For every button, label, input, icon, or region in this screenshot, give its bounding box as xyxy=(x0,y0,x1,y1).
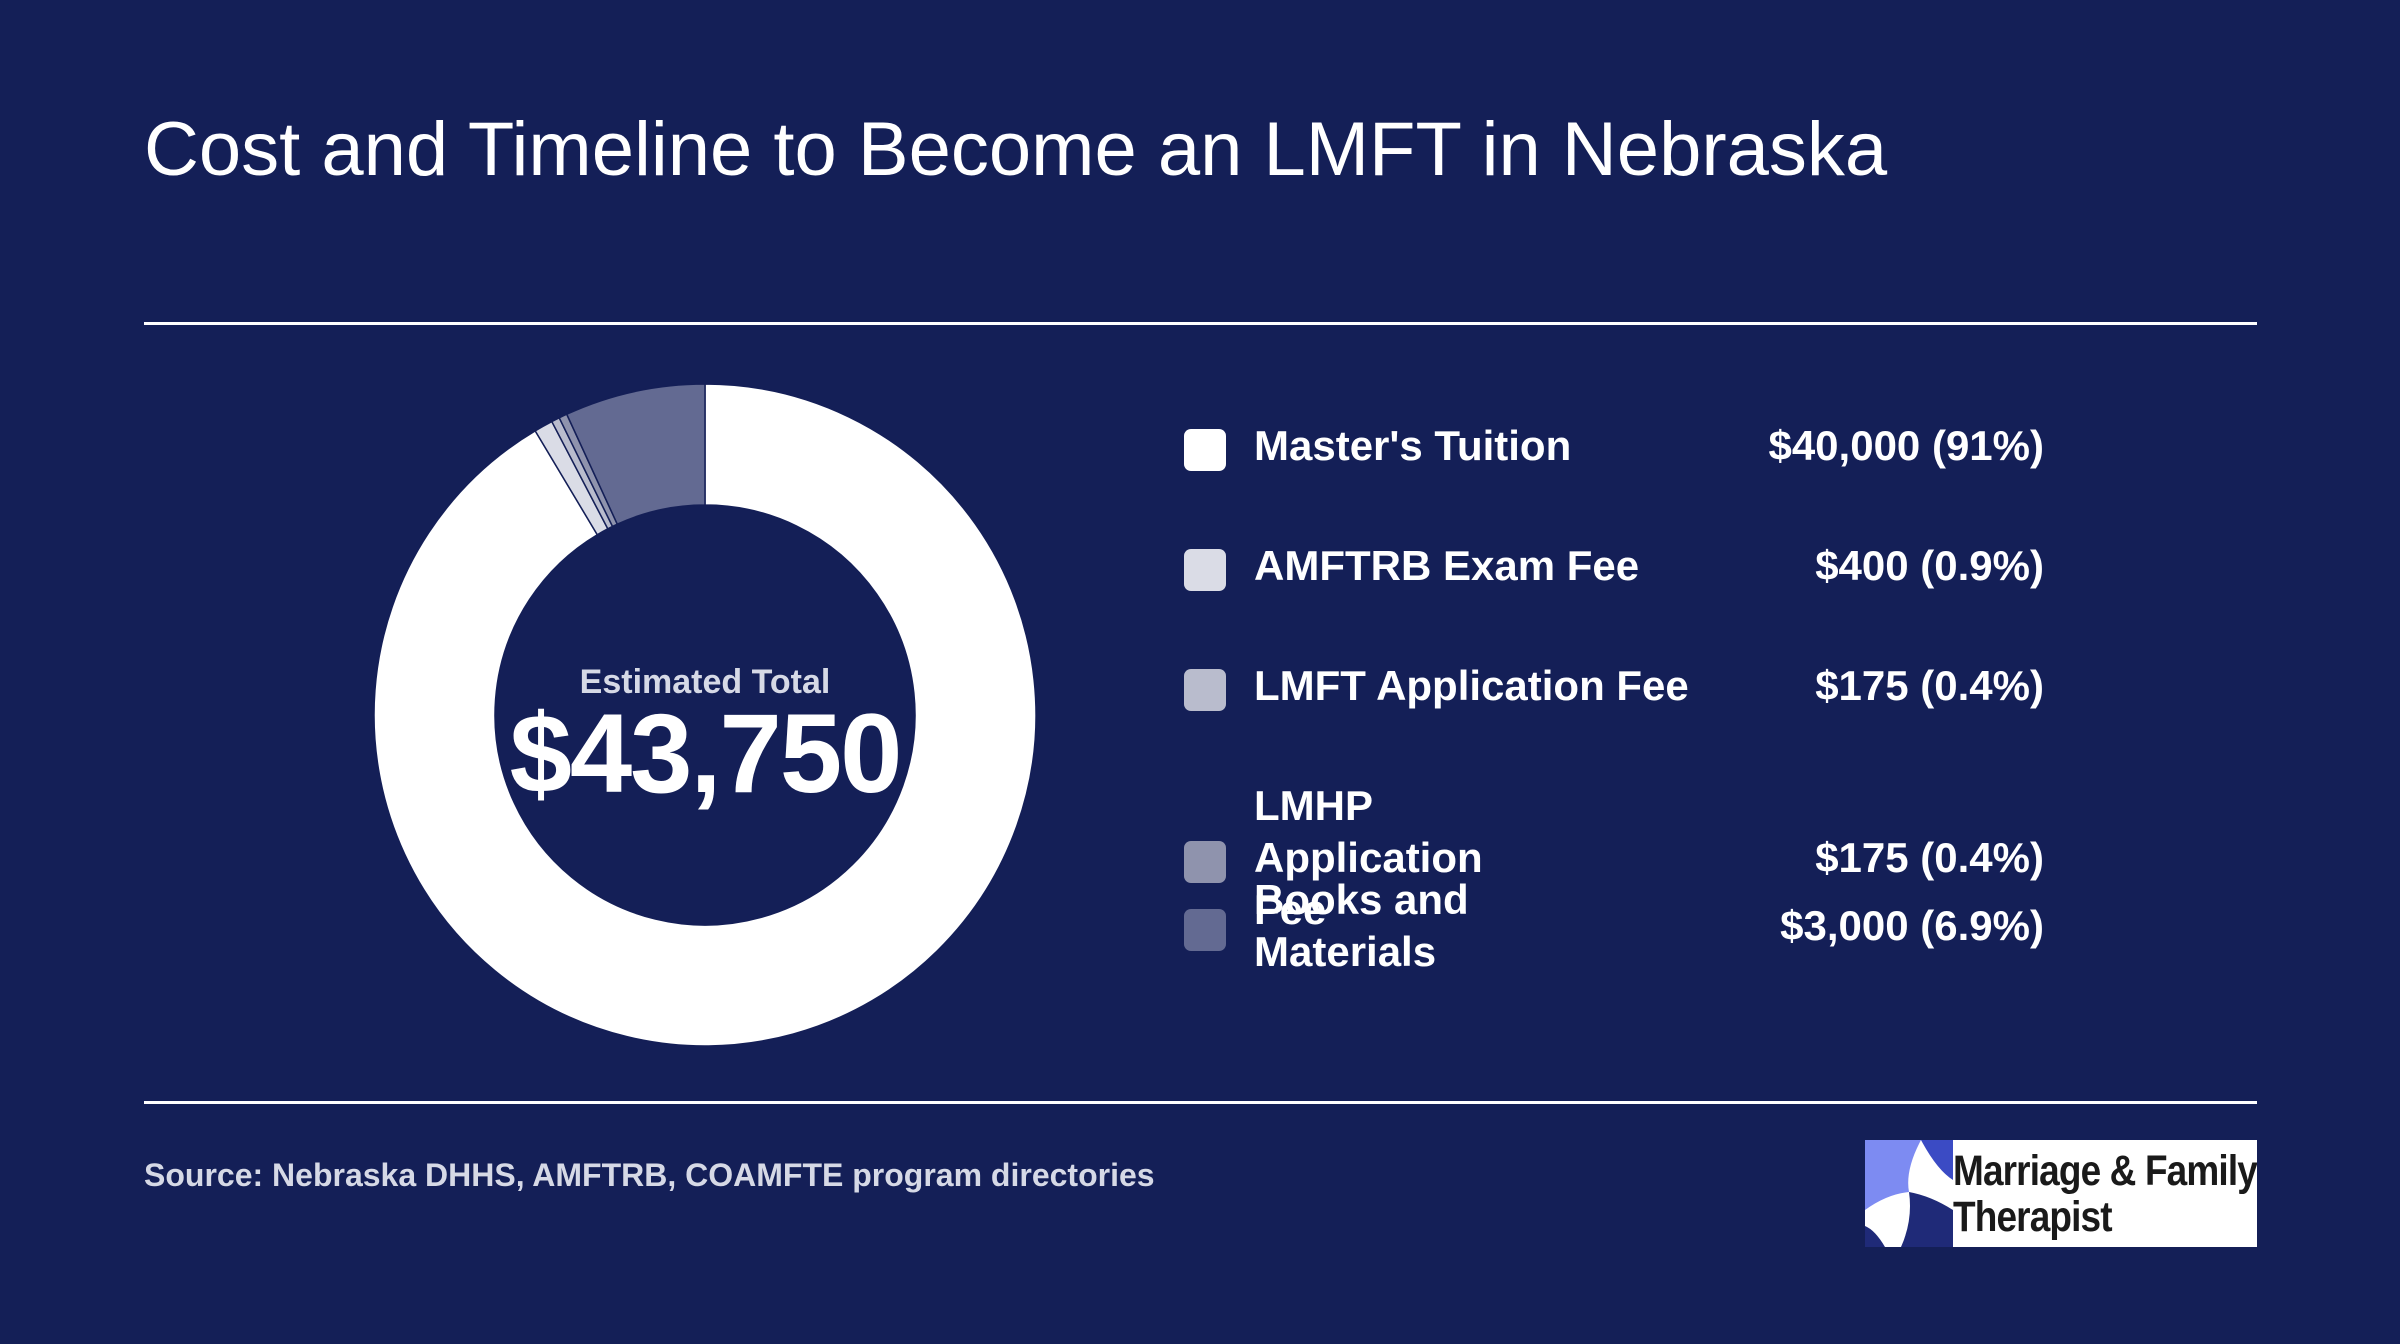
donut-center-value: $43,750 xyxy=(509,691,903,816)
legend-swatch-master-s-tuition xyxy=(1184,429,1226,471)
legend-swatch-lmft-application-fee xyxy=(1184,669,1226,711)
brand-logo: Marriage & Family Therapist xyxy=(1865,1140,2257,1247)
legend-item-master-s-tuition: Master's Tuition $40,000 (91%) xyxy=(1184,420,2044,520)
legend-label-books-and-materials: Books and Materials xyxy=(1254,876,1469,975)
legend-value-amftrb-exam-fee: $400 (0.9%) xyxy=(1815,542,2044,589)
source-note: Source: Nebraska DHHS, AMFTRB, COAMFTE p… xyxy=(144,1157,1155,1193)
legend-value-lmhp-application-fee: $175 (0.4%) xyxy=(1815,834,2044,881)
chart-title: Cost and Timeline to Become an LMFT in N… xyxy=(144,107,1888,192)
bottom-divider xyxy=(144,1101,2257,1104)
legend-label-lmft-application-fee: LMFT Application Fee xyxy=(1254,662,1689,709)
marriage-family-therapist-logo-icon xyxy=(1865,1140,1953,1247)
donut-slice-master-s-tuition xyxy=(373,383,1037,1047)
legend-swatch-amftrb-exam-fee xyxy=(1184,549,1226,591)
donut-slice-books-and-materials xyxy=(565,383,706,526)
legend-item-books-and-materials: Books and Materials $3,000 (6.9%) xyxy=(1184,876,2044,1000)
logo-text-line-1: Marriage & Family xyxy=(1953,1147,2257,1195)
legend-value-books-and-materials: $3,000 (6.9%) xyxy=(1780,902,2044,949)
legend-item-amftrb-exam-fee: AMFTRB Exam Fee $400 (0.9%) xyxy=(1184,540,2044,640)
legend-swatch-books-and-materials xyxy=(1184,909,1226,951)
legend-item-lmft-application-fee: LMFT Application Fee $175 (0.4%) xyxy=(1184,660,2044,760)
donut-center-label: Estimated Total xyxy=(579,663,831,701)
logo-text: Marriage & Family Therapist xyxy=(1953,1148,2257,1240)
donut-chart: Estimated Total $43,750 xyxy=(370,380,1040,1050)
legend-value-lmft-application-fee: $175 (0.4%) xyxy=(1815,662,2044,709)
legend-swatch-lmhp-application-fee xyxy=(1184,841,1226,883)
legend-item-lmhp-application-fee: LMHP Application Fee $175 (0.4%) xyxy=(1184,780,2044,933)
logo-text-line-2: Therapist xyxy=(1953,1193,2113,1241)
top-divider xyxy=(144,322,2257,325)
donut-svg xyxy=(373,383,1037,1047)
legend-label-lmhp-application-fee: LMHP Application Fee xyxy=(1254,782,1483,933)
legend-label-master-s-tuition: Master's Tuition xyxy=(1254,422,1572,469)
legend-value-master-s-tuition: $40,000 (91%) xyxy=(1768,422,2044,469)
legend-label-amftrb-exam-fee: AMFTRB Exam Fee xyxy=(1254,542,1640,589)
